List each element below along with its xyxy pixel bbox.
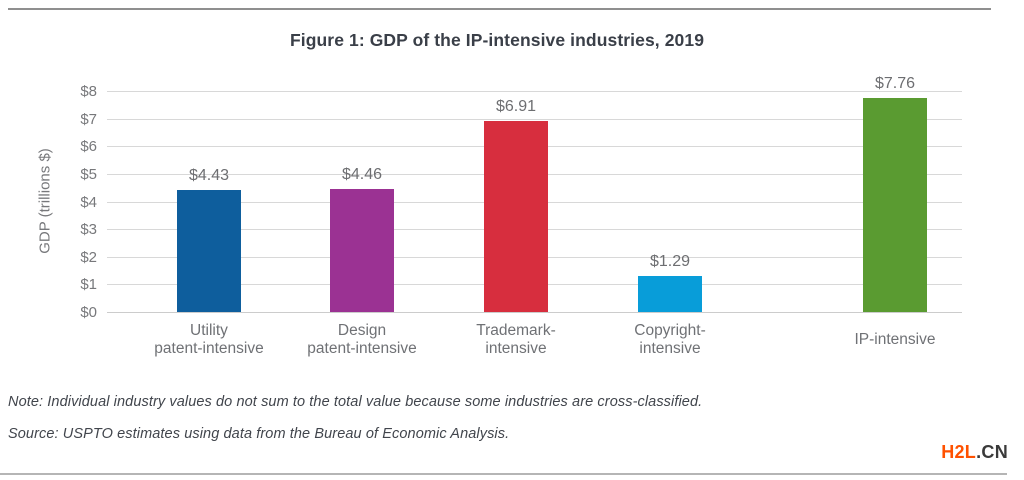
bar-value-design-patent-intensive: $4.46 [341,166,383,183]
y-tick-label-1: $1 [80,276,97,293]
y-tick-label-3: $3 [80,221,97,238]
bar-design-patent-intensive [330,189,394,312]
bar-value-utility-patent-intensive: $4.43 [188,167,230,184]
bar-utility-patent-intensive [177,190,241,312]
bottom-divider [0,473,1007,475]
watermark-secondary: .CN [976,442,1008,462]
y-tick-label-5: $5 [80,166,97,183]
watermark-primary: H2L [941,442,977,462]
top-divider [8,8,991,10]
category-label-ip-intensive: IP-intensive [854,331,936,348]
bar-value-copyright-intensive: $1.29 [649,253,691,270]
watermark: H2L.CN [0,442,1008,463]
gridline-8 [107,91,962,92]
y-tick-label-6: $6 [80,138,97,155]
category-label-copyright-intensive: Copyright- intensive [634,322,706,357]
bar-value-ip-intensive: $7.76 [874,75,916,92]
y-tick-label-7: $7 [80,111,97,128]
category-label-design-patent-intensive: Design patent-intensive [307,322,417,357]
bar-copyright-intensive [638,276,702,312]
note-text: Note: Individual industry values do not … [8,394,703,410]
y-tick-label-0: $0 [80,304,97,321]
category-label-utility-patent-intensive: Utility patent-intensive [154,322,264,357]
bar-value-trademark-intensive: $6.91 [495,98,537,115]
y-tick-label-8: $8 [80,83,97,100]
y-tick-label-4: $4 [80,194,97,211]
gridline-0 [107,312,962,313]
source-text: Source: USPTO estimates using data from … [8,426,510,442]
chart-title: Figure 1: GDP of the IP-intensive indust… [289,30,705,50]
category-label-trademark-intensive: Trademark- intensive [476,322,556,357]
bar-trademark-intensive [484,121,548,312]
gridline-7 [107,119,962,120]
bar-ip-intensive [863,98,927,312]
y-tick-label-2: $2 [80,249,97,266]
